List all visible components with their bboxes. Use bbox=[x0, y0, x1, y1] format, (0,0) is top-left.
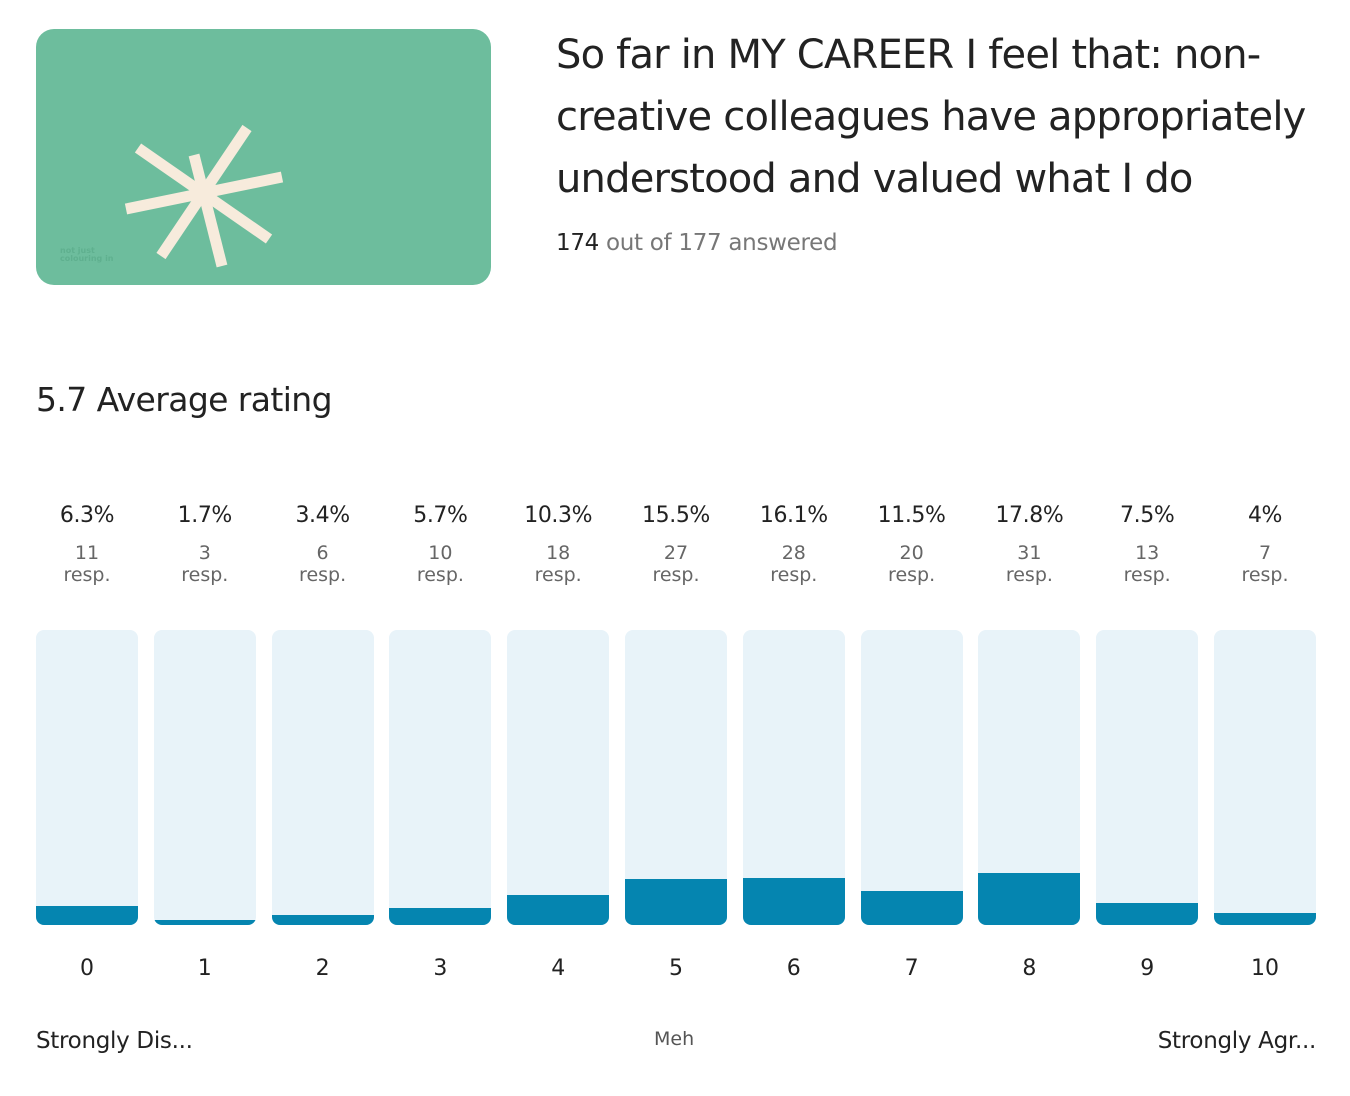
bar-fill bbox=[625, 879, 727, 925]
rating-value: 4 bbox=[551, 956, 566, 981]
rating-column: 6.3% 11 resp. 0 bbox=[36, 500, 138, 981]
response-count: 7 resp. bbox=[1241, 542, 1289, 586]
brand-logo: not just colouring in bbox=[60, 246, 114, 263]
percent-label: 3.4% bbox=[295, 503, 350, 528]
rating-value: 8 bbox=[1022, 956, 1037, 981]
scale-label-mid: Meh bbox=[654, 1028, 695, 1050]
question-title: So far in MY CAREER I feel that: non-cre… bbox=[556, 32, 1306, 202]
percent-label: 6.3% bbox=[59, 503, 115, 528]
percent-label: 7.5% bbox=[1120, 503, 1175, 528]
bar-track bbox=[271, 630, 374, 925]
question-image-card: not just colouring in bbox=[36, 29, 491, 285]
response-count: 18 resp. bbox=[534, 542, 582, 586]
bar-track bbox=[625, 630, 727, 925]
rating-value: 1 bbox=[197, 956, 212, 981]
bar-fill bbox=[1096, 902, 1199, 925]
response-count: 28 resp. bbox=[770, 542, 818, 586]
rating-column: 10.3% 18 resp. 4 bbox=[507, 500, 610, 981]
bar-track bbox=[742, 630, 845, 925]
rating-column: 3.4% 6 resp. 2 bbox=[271, 500, 374, 981]
bar-track bbox=[507, 630, 610, 925]
bar-track bbox=[389, 630, 492, 925]
bar-fill bbox=[389, 908, 492, 925]
bar-fill bbox=[1214, 913, 1316, 925]
rating-value: 5 bbox=[669, 956, 683, 981]
rating-column: 4% 7 resp. 10 bbox=[1214, 500, 1316, 981]
answered-count: 174 out of 177 answered bbox=[556, 230, 838, 256]
bar-track bbox=[860, 630, 963, 925]
percent-label: 17.8% bbox=[995, 503, 1064, 528]
response-count: 3 resp. bbox=[181, 542, 229, 586]
percent-label: 4% bbox=[1247, 503, 1283, 528]
asterisk-icon bbox=[124, 124, 284, 268]
bar-fill bbox=[271, 914, 374, 925]
response-count: 31 resp. bbox=[1005, 542, 1053, 586]
response-count: 11 resp. bbox=[63, 542, 111, 586]
bar-track bbox=[978, 630, 1081, 925]
response-count: 13 resp. bbox=[1123, 542, 1171, 586]
bar-track bbox=[36, 630, 138, 925]
rating-value: 7 bbox=[904, 956, 919, 981]
percent-label: 16.1% bbox=[759, 503, 828, 528]
bar-track bbox=[1096, 630, 1199, 925]
bar-fill bbox=[742, 877, 845, 925]
bar-track bbox=[1214, 630, 1316, 925]
rating-column: 11.5% 20 resp. 7 bbox=[860, 500, 963, 981]
rating-column: 15.5% 27 resp. 5 bbox=[625, 500, 727, 981]
rating-value: 0 bbox=[80, 956, 94, 981]
percent-label: 15.5% bbox=[642, 503, 710, 528]
rating-value: 6 bbox=[786, 956, 801, 981]
rating-column: 16.1% 28 resp. 6 bbox=[742, 500, 845, 981]
bar-fill bbox=[153, 920, 256, 925]
rating-value: 2 bbox=[315, 956, 330, 981]
bar-fill bbox=[507, 894, 610, 925]
bar-fill bbox=[36, 906, 138, 925]
rating-column: 7.5% 13 resp. 9 bbox=[1096, 500, 1199, 981]
rating-column: 17.8% 31 resp. 8 bbox=[978, 500, 1081, 981]
scale-label-high: Strongly Agr... bbox=[1157, 1028, 1317, 1054]
rating-value: 10 bbox=[1251, 956, 1279, 981]
percent-label: 1.7% bbox=[177, 503, 233, 528]
response-count: 10 resp. bbox=[416, 542, 464, 586]
percent-label: 5.7% bbox=[413, 503, 468, 528]
rating-value: 9 bbox=[1140, 956, 1155, 981]
scale-label-low: Strongly Dis... bbox=[36, 1028, 193, 1054]
bar-fill bbox=[860, 891, 963, 925]
bar-fill bbox=[978, 872, 1081, 925]
rating-value: 3 bbox=[433, 956, 448, 981]
rating-column: 1.7% 3 resp. 1 bbox=[153, 500, 256, 981]
bar-track bbox=[153, 630, 256, 925]
rating-column: 5.7% 10 resp. 3 bbox=[389, 500, 492, 981]
average-rating: 5.7 Average rating bbox=[36, 380, 333, 419]
percent-label: 10.3% bbox=[524, 503, 593, 528]
response-count: 27 resp. bbox=[652, 542, 700, 586]
percent-label: 11.5% bbox=[877, 503, 946, 528]
response-count: 6 resp. bbox=[299, 542, 347, 586]
response-count: 20 resp. bbox=[888, 542, 936, 586]
